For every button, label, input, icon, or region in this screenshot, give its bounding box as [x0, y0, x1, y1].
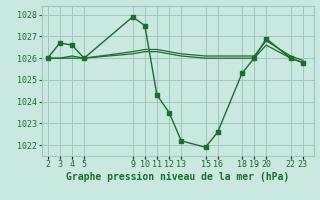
X-axis label: Graphe pression niveau de la mer (hPa): Graphe pression niveau de la mer (hPa)	[66, 172, 289, 182]
